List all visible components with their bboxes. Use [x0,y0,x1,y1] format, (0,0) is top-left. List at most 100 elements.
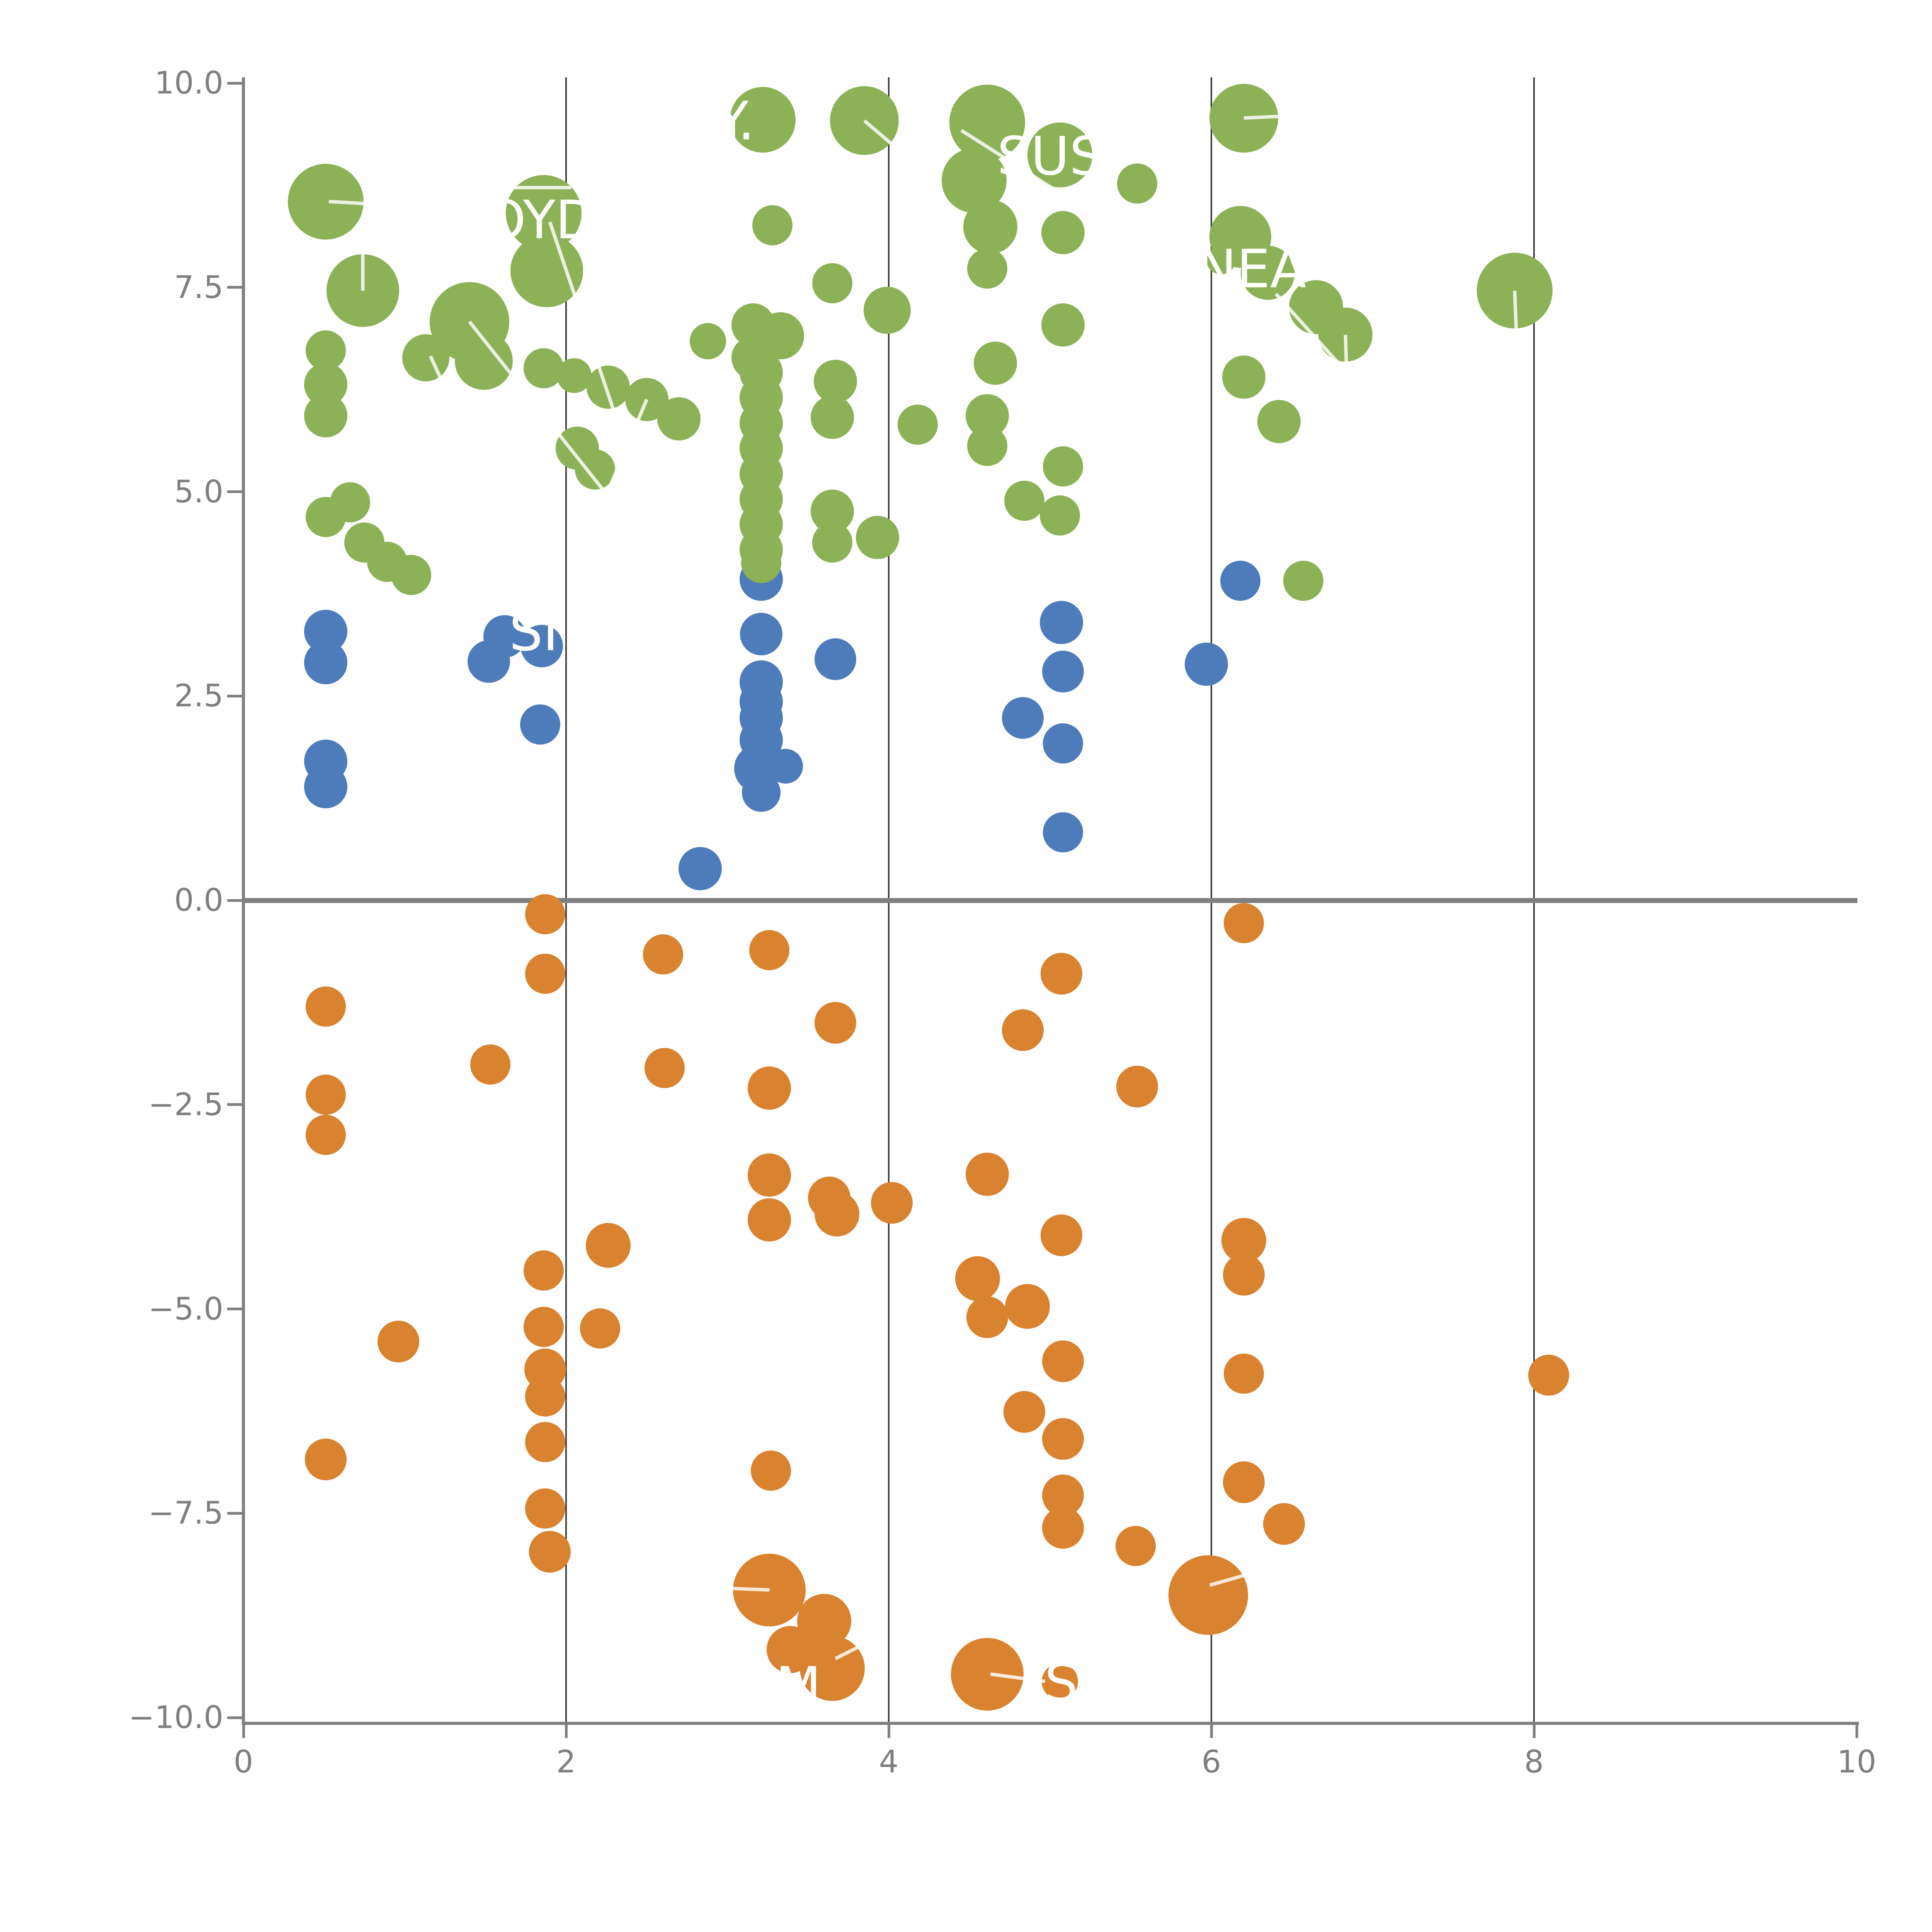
annotation-label: Y. [716,90,755,152]
x-tick-mark [242,1723,245,1738]
scatter-point-orange [1041,1663,1078,1700]
scatter-point-blue [1043,723,1083,764]
x-tick-mark [1210,1723,1213,1738]
scatter-point-orange [1042,1507,1084,1549]
annotation-label: M [776,1656,821,1718]
scatter-point-green [730,87,796,153]
scatter-point-green [556,358,592,393]
scatter-point-orange [955,1256,1000,1301]
y-tick-label: −10.0 [128,1699,223,1735]
scatter-point-orange [965,1152,1009,1196]
scatter-point-orange [1040,1214,1082,1257]
y-tick-mark [227,1512,242,1515]
scatter-point-blue [1220,561,1261,601]
y-axis-spine [242,77,245,1723]
y-tick-label: −2.5 [148,1086,223,1122]
scatter-point-green [586,365,630,409]
scatter-point-orange [1115,1526,1156,1566]
scatter-point-orange [815,1002,857,1044]
scatter-point-green [1241,245,1295,300]
scatter-point-green [812,522,852,563]
annotation-label: OYD [484,189,596,251]
scatter-point-green [1039,495,1080,536]
scatter-point-blue [1185,642,1228,686]
scatter-point-green [305,497,346,537]
x-tick-mark [1532,1723,1536,1738]
scatter-point-orange [1223,1253,1265,1296]
scatter-point-green [1043,446,1083,486]
scatter-point-orange [748,1198,791,1242]
y-tick-mark [227,1716,242,1719]
scatter-point-green [1041,303,1085,347]
scatter-point-green [1283,561,1323,601]
scatter-point-blue [304,641,347,684]
scatter-point-orange [1002,1009,1044,1051]
scatter-point-orange [1116,1066,1158,1108]
scatter-point-green [510,235,583,308]
scatter-point-orange [748,1066,791,1110]
scatter-point-orange [1005,1284,1050,1329]
scatter-point-orange [525,1488,565,1529]
y-tick-mark [227,1103,242,1106]
scatter-point-blue [1002,697,1044,739]
y-tick-label: 2.5 [174,678,223,714]
scatter-point-green [963,200,1018,254]
x-axis-spine [242,1722,1859,1725]
scatter-point-orange [748,1153,791,1197]
scatter-point-orange [1528,1354,1569,1396]
scatter-point-orange [751,1451,791,1491]
y-tick-label: 5.0 [174,473,223,510]
annotation-leader-line [508,186,571,190]
scatter-point-green [1041,211,1085,255]
scatter-point-green [898,405,938,445]
y-tick-mark [227,82,242,85]
scatter-point-orange [305,1115,346,1155]
scatter-point-orange [525,1422,565,1463]
scatter-point-orange [470,1044,510,1085]
zero-line [243,898,1857,903]
scatter-point-orange [1223,1353,1264,1394]
scatter-point-green [741,543,782,583]
annotation-leader-line [361,249,365,291]
scatter-point-orange [1003,1391,1045,1433]
scatter-point-orange [525,894,565,934]
x-tick-label: 2 [556,1744,576,1780]
scatter-point-green [1117,163,1157,204]
y-tick-label: 10.0 [154,65,223,101]
x-tick-label: 8 [1524,1744,1544,1780]
y-tick-label: 7.5 [174,269,223,305]
x-tick-mark [887,1723,890,1738]
scatter-point-green [1027,122,1092,188]
x-tick-label: 6 [1201,1744,1221,1780]
scatter-point-blue [1043,812,1083,853]
scatter-point-orange [529,1531,571,1573]
scatter-point-blue [467,640,510,683]
scatter-point-orange [377,1321,419,1363]
scatter-point-green [1222,355,1265,399]
scatter-point-blue [740,612,783,655]
scatter-point-orange [580,1308,620,1349]
annotation-label: NEA [1197,238,1306,300]
scatter-point-orange [585,1223,631,1268]
scatter-point-green [810,396,854,439]
scatter-point-blue [815,638,857,680]
scatter-point-green [391,555,432,595]
y-tick-mark [227,899,242,902]
annotation-label: SUS [997,126,1103,187]
scatter-point-blue [520,625,563,668]
scatter-point-blue [1039,600,1083,644]
scatter-point-orange [525,1376,565,1417]
y-tick-mark [227,490,242,493]
scatter-point-blue [1042,650,1084,692]
scatter-point-green [402,334,449,381]
scatter-point-orange [1263,1503,1305,1545]
scatter-point-green [752,205,793,245]
x-tick-mark [1855,1723,1858,1738]
scatter-point-orange [966,1296,1008,1338]
y-tick-mark [227,1308,242,1310]
x-tick-label: 10 [1837,1744,1876,1780]
scatter-point-orange [871,1182,913,1224]
scatter-point-orange [305,1075,346,1115]
annotation-label: SI [509,601,559,663]
